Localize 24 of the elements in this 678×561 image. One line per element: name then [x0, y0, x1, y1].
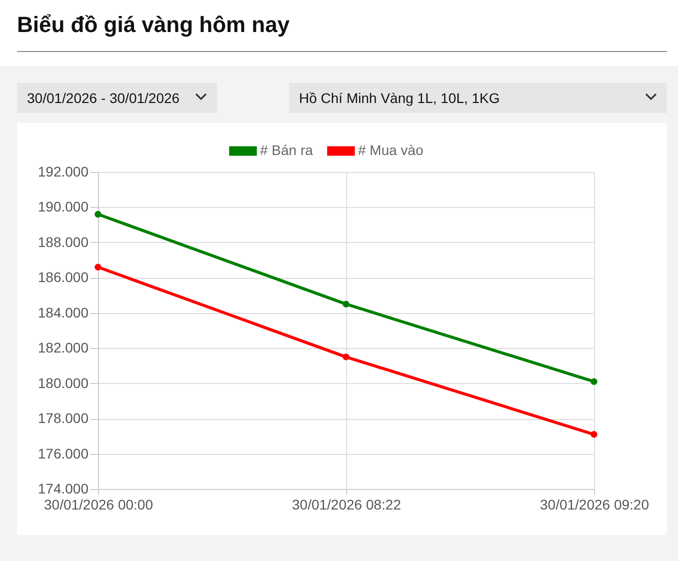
x-tick-label: 30/01/2026 00:00	[44, 496, 154, 512]
text: 30/01/2026 - 30/01/2026	[27, 90, 180, 106]
point	[94, 264, 102, 270]
point	[94, 210, 102, 218]
x-tick-label: 30/01/2026 09:20	[540, 496, 650, 512]
y-tick-label: 176.000	[38, 445, 89, 462]
point	[590, 378, 598, 385]
y-tick-label: 178.000	[38, 410, 89, 426]
point	[342, 354, 350, 360]
chart-title: Biểu đồ giá vàng hôm nay	[17, 12, 290, 38]
point	[590, 431, 598, 438]
y-tick-label: 188.000	[38, 234, 89, 250]
y-tick-label: 184.000	[38, 304, 89, 320]
y-tick-label: 190.000	[38, 198, 89, 215]
legend-label: # Mua vào	[358, 142, 424, 158]
y-tick-label: 192.000	[38, 164, 89, 180]
x-tick-label: 30/01/2026 08:22	[292, 496, 402, 512]
point	[342, 300, 350, 308]
y-tick-label: 186.000	[38, 269, 89, 286]
y-tick-label: 180.000	[38, 374, 89, 391]
text: Hồ Chí Minh Vàng 1L, 10L, 1KG	[299, 90, 500, 106]
y-tick-label: 182.000	[38, 340, 89, 356]
legend-label: # Bán ra	[260, 142, 314, 158]
y-tick-label: 174.000	[38, 480, 89, 496]
